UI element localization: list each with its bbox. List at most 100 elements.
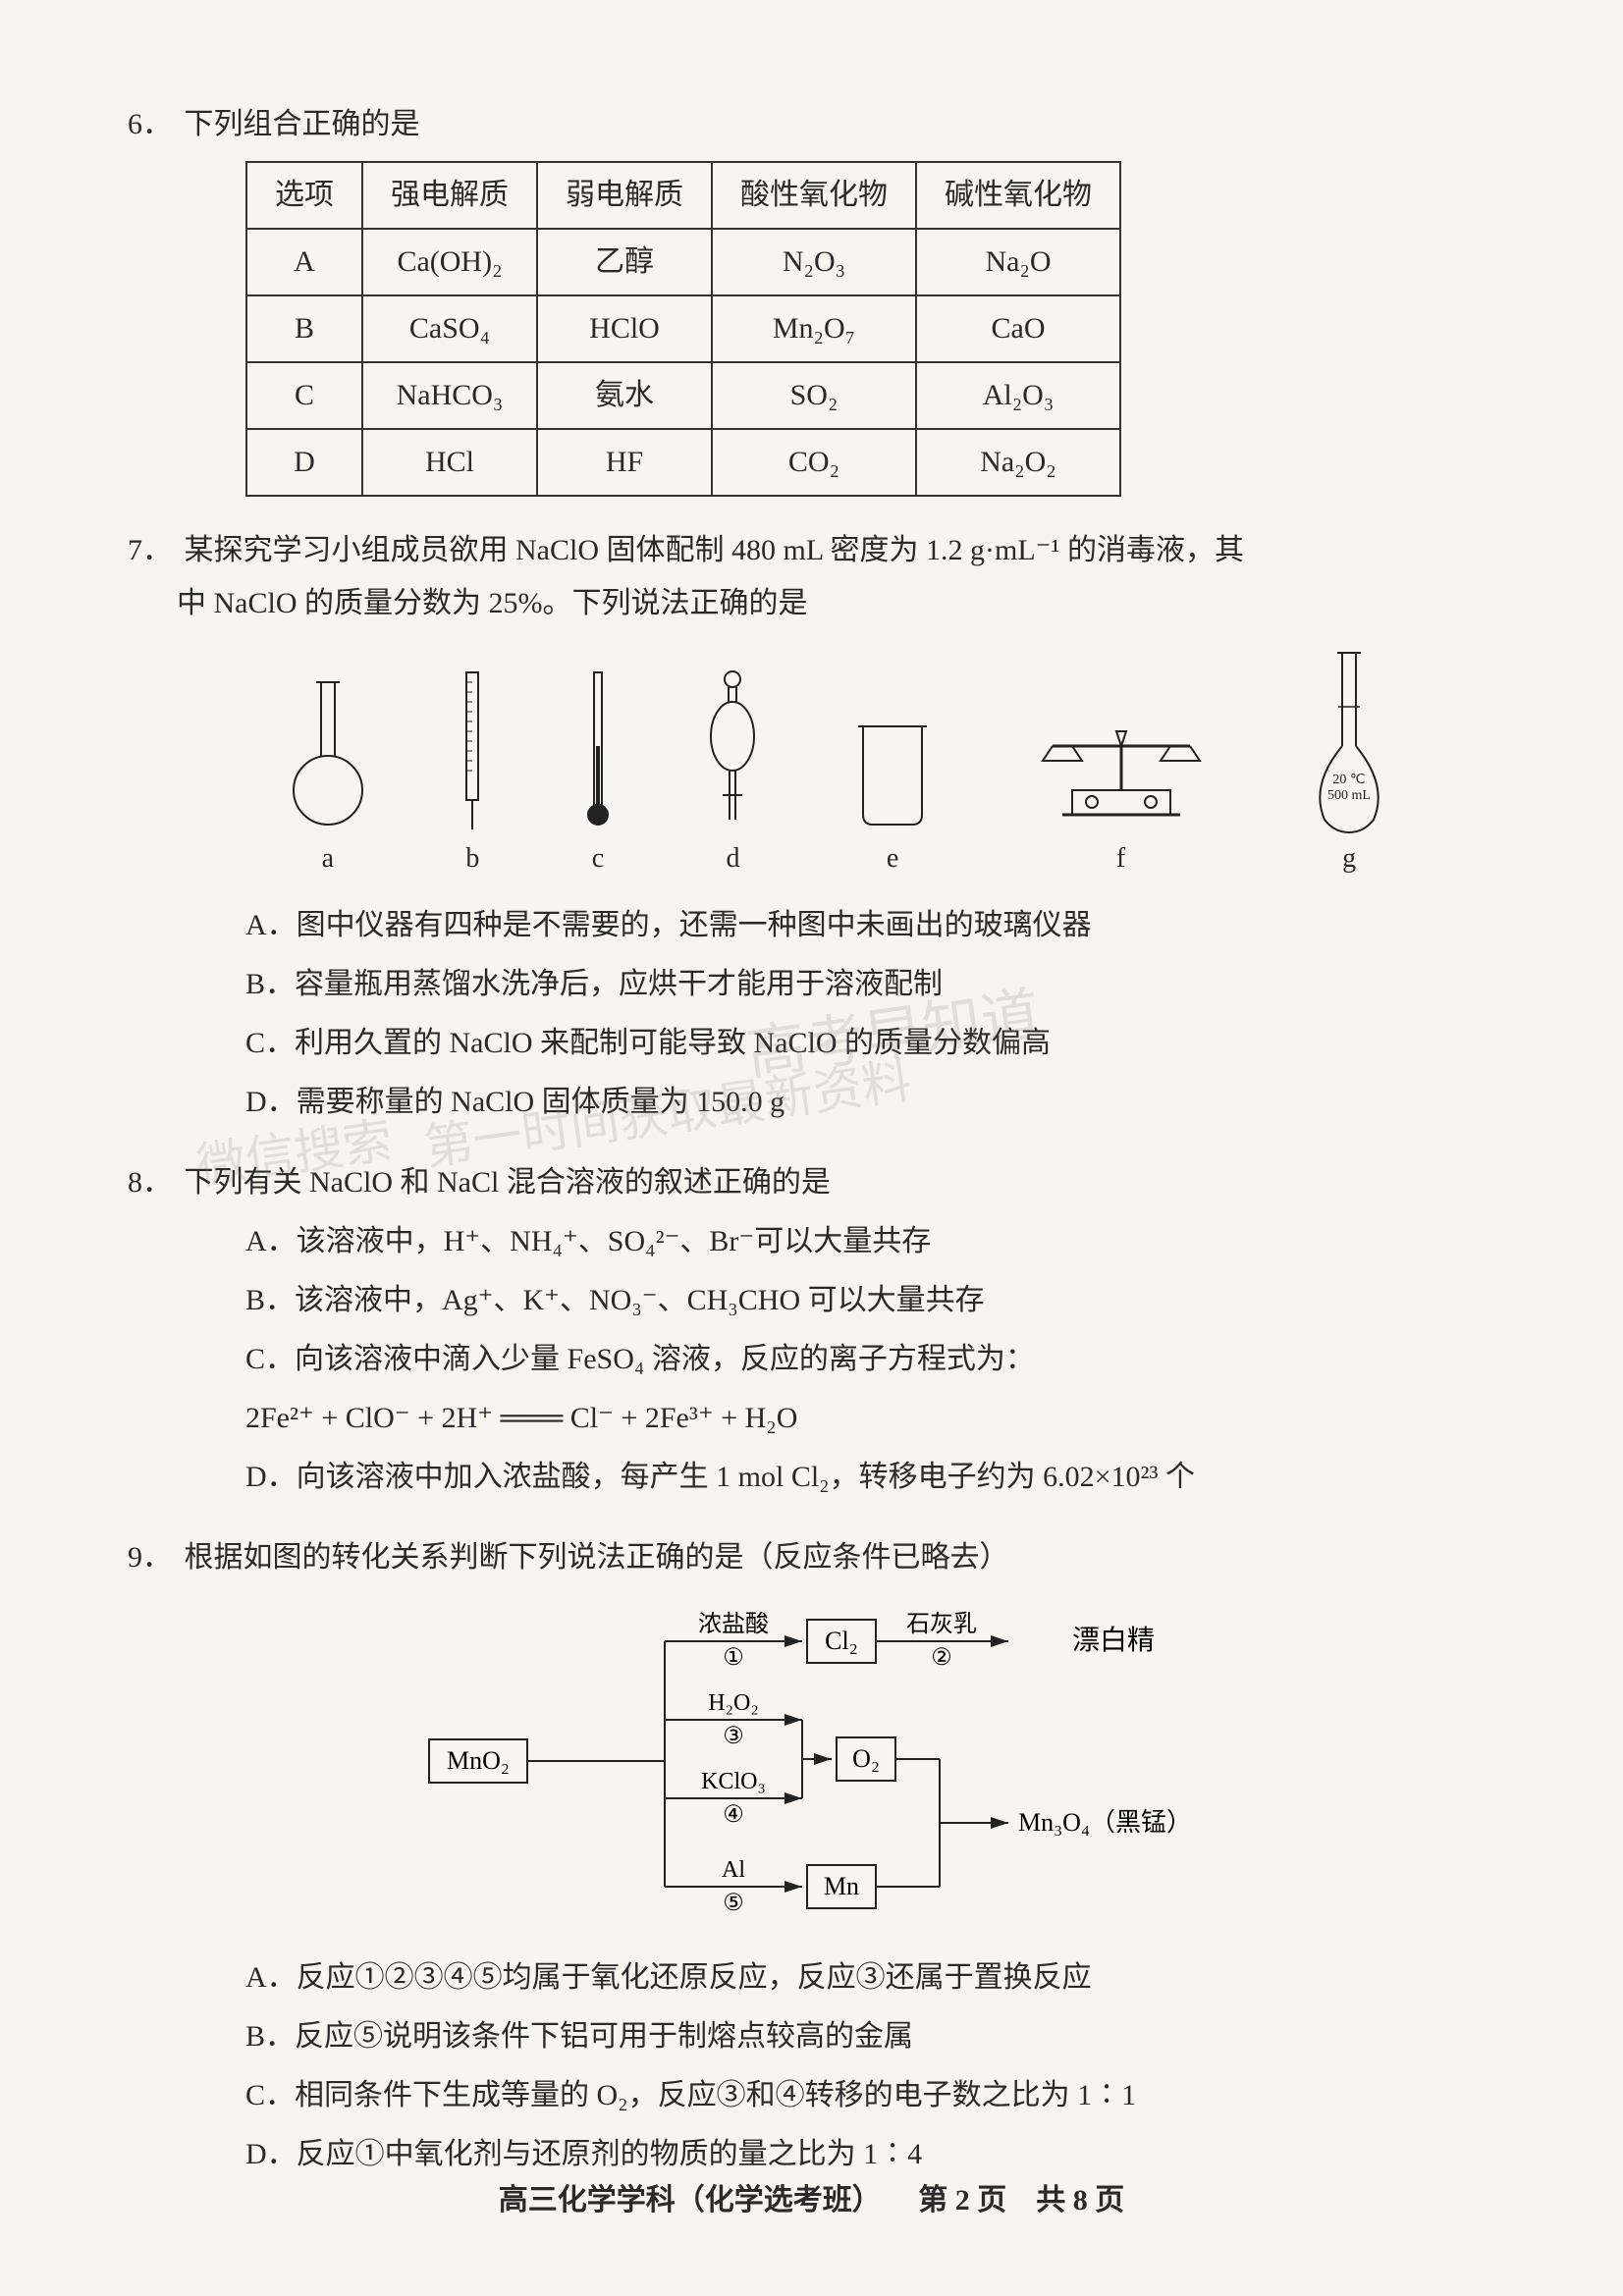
q8-opt-c-eq: 2Fe²⁺ + ClO⁻ + 2H⁺ ═══ Cl⁻ + 2Fe³⁺ + H₂O [245,1392,1495,1445]
q6-r1c3: Mn₂O₇ [712,295,916,362]
q7-apparatus-row: a b [245,648,1436,883]
q9-options: A．反应①②③④⑤均属于氧化还原反应，反应③还属于置换反应 B．反应⑤说明该条件… [245,1951,1495,2181]
apparatus-b: b [453,667,492,883]
q9-number: 9． [128,1531,177,1584]
vol-flask-vol: 500 mL [1327,788,1371,803]
edge-hcl: 浓盐酸 [698,1611,769,1637]
apparatus-d: d [703,667,762,883]
node-mno2: MnO₂ [447,1746,510,1775]
apparatus-b-label: b [453,834,492,883]
q7-number: 7． [128,524,177,577]
node-bleach: 漂白精 [1072,1625,1155,1656]
balance-icon [1023,707,1219,834]
edge-n2: ② [931,1645,952,1671]
q6-number: 6． [128,98,177,151]
q9-flowchart-icon: MnO₂ 浓盐酸 ① Cl₂ 石灰乳 ② 漂白精 H₂O₂ [370,1602,1254,1916]
footer-subject: 高三化学学科（化学选考班） [499,2184,882,2216]
q6-r1c4: CaO [916,295,1120,362]
thermometer-icon [578,667,618,834]
apparatus-d-label: d [703,834,762,883]
q6-r2c0: C [246,362,362,429]
q9-opt-a: A．反应①②③④⑤均属于氧化还原反应，反应③还属于置换反应 [245,1951,1495,2004]
q6-r3c0: D [246,429,362,496]
q7-opt-c: C．利用久置的 NaClO 来配制可能导致 NaClO 的质量分数偏高 [245,1017,1495,1070]
edge-n3: ③ [723,1724,744,1749]
q6-r3c4: Na₂O₂ [916,429,1120,496]
node-mn3o4: Mn₃O₄（黑锰） [1018,1808,1192,1837]
edge-n1: ① [723,1645,744,1671]
edge-n4: ④ [723,1802,744,1828]
edge-h2o2: H₂O₂ [708,1690,758,1716]
q6-stem: 下列组合正确的是 [185,98,420,151]
q6-r0c1: Ca(OH)₂ [362,229,537,295]
q6-r0c3: N₂O₃ [712,229,916,295]
volumetric-flask-icon: 20 ℃ 500 mL [1305,648,1393,834]
apparatus-e: e [848,717,937,883]
q7-opt-a: A．图中仪器有四种是不需要的，还需一种图中未画出的玻璃仪器 [245,899,1495,952]
q6-r3c1: HCl [362,429,537,496]
q7-opt-d: D．需要称量的 NaClO 固体质量为 150.0 g [245,1076,1495,1129]
q8-opt-a: A．该溶液中，H⁺、NH₄⁺、SO₄²⁻、Br⁻可以大量共存 [245,1215,1495,1268]
q6-r0c2: 乙醇 [537,229,712,295]
q9-opt-b: B．反应⑤说明该条件下铝可用于制熔点较高的金属 [245,2010,1495,2063]
q8-stem: 下列有关 NaClO 和 NaCl 混合溶液的叙述正确的是 [185,1166,831,1199]
q6-th-3: 酸性氧化物 [712,162,916,229]
q7-options: A．图中仪器有四种是不需要的，还需一种图中未画出的玻璃仪器 B．容量瓶用蒸馏水洗… [245,899,1495,1129]
q6-th-0: 选项 [246,162,362,229]
q7-stem-line2: 中 NaClO 的质量分数为 25%。下列说法正确的是 [177,577,1495,630]
q6-r2c2: 氨水 [537,362,712,429]
q6-th-4: 碱性氧化物 [916,162,1120,229]
q6-r3c3: CO₂ [712,429,916,496]
apparatus-c: c [578,667,618,883]
q6-th-2: 弱电解质 [537,162,712,229]
edge-lime: 石灰乳 [906,1611,977,1637]
node-o2: O₂ [852,1744,880,1773]
q6-r2c3: SO₂ [712,362,916,429]
q6-r3c2: HF [537,429,712,496]
separating-funnel-icon [703,667,762,834]
q6-th-1: 强电解质 [362,162,537,229]
apparatus-e-label: e [848,834,937,883]
q8-number: 8． [128,1156,177,1209]
question-8: 8． 下列有关 NaClO 和 NaCl 混合溶液的叙述正确的是 A．该溶液中，… [128,1156,1495,1504]
beaker-icon [848,717,937,834]
edge-n5: ⑤ [723,1891,744,1916]
q8-opt-d: D．向该溶液中加入浓盐酸，每产生 1 mol Cl₂，转移电子约为 6.02×1… [245,1451,1495,1504]
exam-page: 高考早知道 微信搜索 第一时间获取最新资料 6． 下列组合正确的是 选项 强电解… [0,0,1623,2296]
q6-r0c0: A [246,229,362,295]
q6-table: 选项 强电解质 弱电解质 酸性氧化物 碱性氧化物 A Ca(OH)₂ 乙醇 N₂… [245,161,1121,497]
apparatus-f: f [1023,707,1219,883]
q6-r0c4: Na₂O [916,229,1120,295]
q8-options: A．该溶液中，H⁺、NH₄⁺、SO₄²⁻、Br⁻可以大量共存 B．该溶液中，Ag… [245,1215,1495,1504]
vol-flask-temp: 20 ℃ [1333,773,1366,787]
apparatus-a-label: a [289,834,367,883]
q7-opt-b: B．容量瓶用蒸馏水洗净后，应烘干才能用于溶液配制 [245,958,1495,1011]
q6-r2c1: NaHCO₃ [362,362,537,429]
q8-opt-c: C．向该溶液中滴入少量 FeSO₄ 溶液，反应的离子方程式为： [245,1333,1495,1386]
question-6: 6． 下列组合正确的是 选项 强电解质 弱电解质 酸性氧化物 碱性氧化物 A C… [128,98,1495,497]
footer-page: 第 2 页 共 8 页 [918,2184,1124,2216]
apparatus-c-label: c [578,834,618,883]
apparatus-g: 20 ℃ 500 mL g [1305,648,1393,883]
q8-opt-b: B．该溶液中，Ag⁺、K⁺、NO₃⁻、CH₃CHO 可以大量共存 [245,1274,1495,1327]
burette-icon [453,667,492,834]
apparatus-a: a [289,677,367,883]
edge-al: Al [722,1857,745,1883]
q9-diagram: MnO₂ 浓盐酸 ① Cl₂ 石灰乳 ② 漂白精 H₂O₂ [370,1602,1254,1934]
q6-r1c0: B [246,295,362,362]
q6-r1c2: HClO [537,295,712,362]
apparatus-g-label: g [1305,834,1393,883]
q6-r1c1: CaSO₄ [362,295,537,362]
question-9: 9． 根据如图的转化关系判断下列说法正确的是（反应条件已略去） MnO₂ [128,1531,1495,2181]
q9-opt-c: C．相同条件下生成等量的 O₂，反应③和④转移的电子数之比为 1∶1 [245,2069,1495,2122]
q9-stem: 根据如图的转化关系判断下列说法正确的是（反应条件已略去） [185,1541,1009,1574]
round-flask-icon [289,677,367,834]
q6-r2c4: Al₂O₃ [916,362,1120,429]
node-cl2: Cl₂ [825,1627,858,1655]
apparatus-f-label: f [1023,834,1219,883]
question-7: 7． 某探究学习小组成员欲用 NaClO 固体配制 480 mL 密度为 1.2… [128,524,1495,1129]
edge-kclo3: KClO₃ [701,1769,766,1794]
node-mn: Mn [823,1872,858,1900]
q7-stem-line1: 某探究学习小组成员欲用 NaClO 固体配制 480 mL 密度为 1.2 g·… [185,534,1245,566]
page-footer: 高三化学学科（化学选考班） 第 2 页 共 8 页 [0,2174,1623,2227]
